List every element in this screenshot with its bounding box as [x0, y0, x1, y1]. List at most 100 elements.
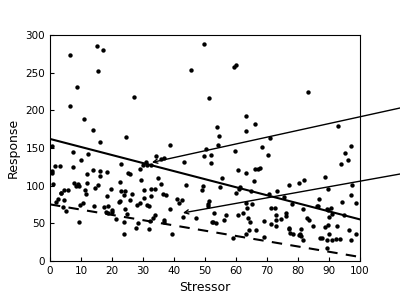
- Point: [204, 203, 211, 208]
- Point: [71, 181, 77, 185]
- Point: [328, 212, 335, 217]
- X-axis label: Stressor: Stressor: [179, 281, 231, 293]
- Point: [335, 123, 342, 128]
- Point: [61, 197, 68, 202]
- Point: [298, 234, 304, 238]
- Point: [158, 156, 164, 161]
- Point: [161, 217, 167, 222]
- Point: [272, 218, 279, 223]
- Point: [56, 164, 63, 169]
- Point: [55, 197, 61, 201]
- Point: [90, 168, 96, 172]
- Point: [283, 211, 289, 215]
- Point: [272, 206, 278, 210]
- Point: [348, 144, 354, 149]
- Point: [247, 220, 253, 225]
- Point: [281, 195, 288, 200]
- Point: [61, 188, 67, 192]
- Point: [325, 223, 331, 228]
- Point: [352, 231, 359, 236]
- Point: [209, 219, 215, 224]
- Point: [63, 209, 69, 214]
- Point: [167, 143, 174, 147]
- Point: [246, 228, 252, 233]
- Point: [210, 220, 216, 224]
- Point: [193, 216, 200, 221]
- Point: [317, 235, 323, 240]
- Point: [201, 153, 207, 158]
- Point: [148, 194, 154, 199]
- Point: [188, 68, 194, 73]
- Point: [243, 231, 250, 236]
- Point: [113, 217, 119, 222]
- Point: [122, 135, 129, 140]
- Point: [144, 203, 151, 208]
- Point: [84, 180, 90, 185]
- Point: [92, 186, 98, 191]
- Point: [326, 214, 332, 219]
- Point: [346, 227, 352, 232]
- Point: [243, 114, 250, 119]
- Point: [198, 188, 205, 193]
- Point: [160, 156, 167, 161]
- Point: [219, 176, 225, 180]
- Point: [325, 187, 331, 192]
- Point: [216, 134, 223, 139]
- Point: [211, 211, 217, 215]
- Text: 50$^{th}$percentile, τ =0.5: 50$^{th}$percentile, τ =0.5: [184, 121, 400, 214]
- Point: [244, 206, 250, 210]
- Point: [329, 238, 335, 243]
- Point: [97, 173, 103, 178]
- Point: [134, 203, 140, 208]
- Point: [205, 202, 212, 206]
- Point: [95, 182, 102, 187]
- Point: [58, 190, 64, 195]
- Point: [265, 152, 271, 157]
- Point: [122, 189, 128, 193]
- Point: [60, 205, 66, 209]
- Point: [268, 205, 274, 210]
- Point: [297, 231, 304, 236]
- Point: [240, 211, 246, 215]
- Point: [137, 167, 144, 172]
- Point: [152, 186, 158, 191]
- Point: [324, 246, 330, 251]
- Point: [80, 201, 87, 205]
- Point: [337, 237, 344, 242]
- Point: [76, 183, 82, 188]
- Point: [148, 163, 154, 168]
- Point: [324, 207, 330, 211]
- Point: [161, 219, 167, 224]
- Point: [297, 227, 304, 232]
- Point: [90, 204, 97, 208]
- Point: [283, 214, 289, 218]
- Point: [141, 196, 148, 201]
- Point: [104, 193, 110, 198]
- Point: [322, 175, 328, 180]
- Point: [342, 151, 348, 155]
- Point: [105, 204, 111, 208]
- Point: [135, 220, 142, 225]
- Point: [223, 213, 229, 218]
- Point: [236, 186, 242, 191]
- Point: [290, 232, 297, 237]
- Point: [230, 236, 236, 241]
- Point: [243, 129, 249, 133]
- Point: [48, 168, 55, 173]
- Point: [169, 232, 175, 236]
- Point: [108, 187, 114, 192]
- Point: [137, 178, 144, 183]
- Point: [242, 171, 249, 175]
- Point: [131, 95, 137, 100]
- Point: [124, 212, 130, 216]
- Point: [163, 193, 169, 197]
- Point: [78, 158, 85, 163]
- Point: [48, 171, 55, 176]
- Point: [85, 152, 91, 157]
- Point: [148, 186, 154, 191]
- Point: [70, 165, 76, 169]
- Point: [273, 224, 279, 229]
- Point: [67, 52, 73, 57]
- Point: [266, 192, 272, 196]
- Point: [288, 201, 295, 206]
